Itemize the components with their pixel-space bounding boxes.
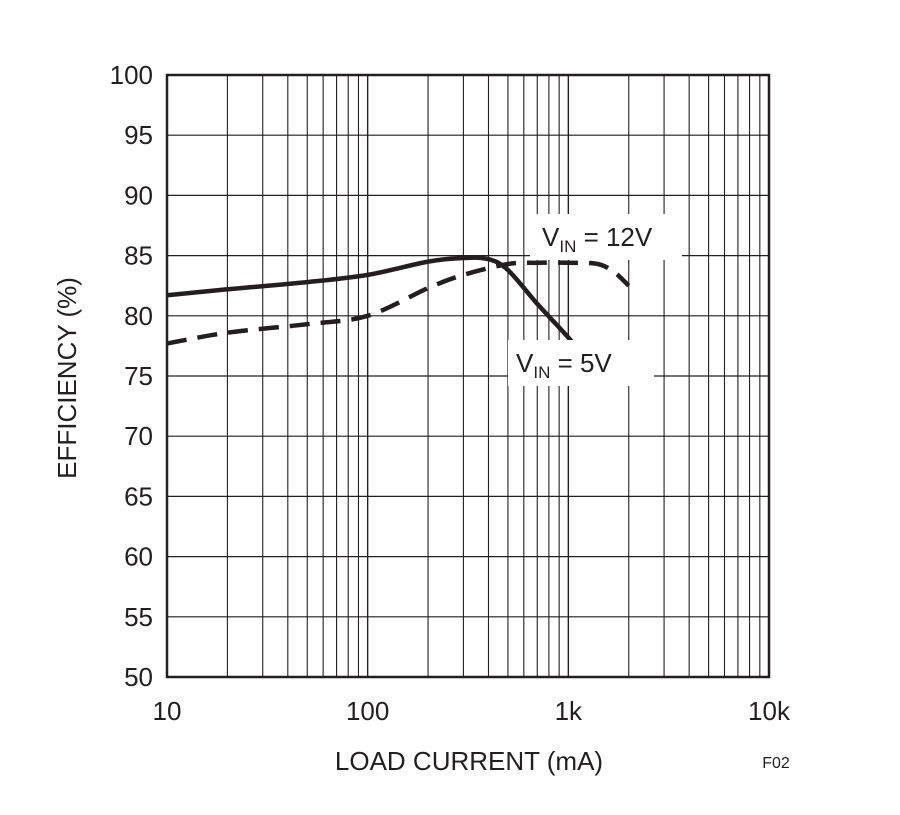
y-tick-label: 65 [124, 481, 153, 511]
y-tick-label: 70 [124, 421, 153, 451]
y-tick-label: 60 [124, 542, 153, 572]
x-tick-label: 10 [153, 696, 182, 726]
series-labels: VIN = 5V VIN = 12V [508, 214, 682, 386]
x-tick-labels: 10 100 1k 10k [153, 696, 791, 726]
y-axis-title: EFFICIENCY (%) [52, 277, 82, 479]
y-tick-labels: 50 55 60 65 70 75 80 85 90 95 100 [110, 60, 153, 692]
y-tick-label: 80 [124, 301, 153, 331]
series-line-vin-5v [166, 255, 579, 350]
y-tick-label: 100 [110, 60, 153, 90]
plot-frame [165, 73, 771, 679]
series-label: VIN = 12V [542, 222, 653, 256]
y-tick-label: 50 [124, 662, 153, 692]
series-label: VIN = 5V [516, 348, 612, 382]
y-tick-label: 90 [124, 180, 153, 210]
y-tick-label: 95 [124, 120, 153, 150]
series-label-background [508, 340, 654, 386]
series-line-vin-12v [166, 260, 631, 346]
x-tick-label: 10k [748, 696, 791, 726]
y-tick-label: 55 [124, 602, 153, 632]
figure-id: F02 [762, 755, 790, 772]
y-tick-label: 75 [124, 361, 153, 391]
x-tick-label: 100 [346, 696, 389, 726]
x-tick-label: 1k [555, 696, 583, 726]
grid-lines [166, 74, 769, 678]
series-label-background [530, 214, 682, 260]
y-tick-label: 85 [124, 241, 153, 271]
series-group [166, 255, 631, 350]
x-axis-title: LOAD CURRENT (mA) [335, 746, 603, 776]
